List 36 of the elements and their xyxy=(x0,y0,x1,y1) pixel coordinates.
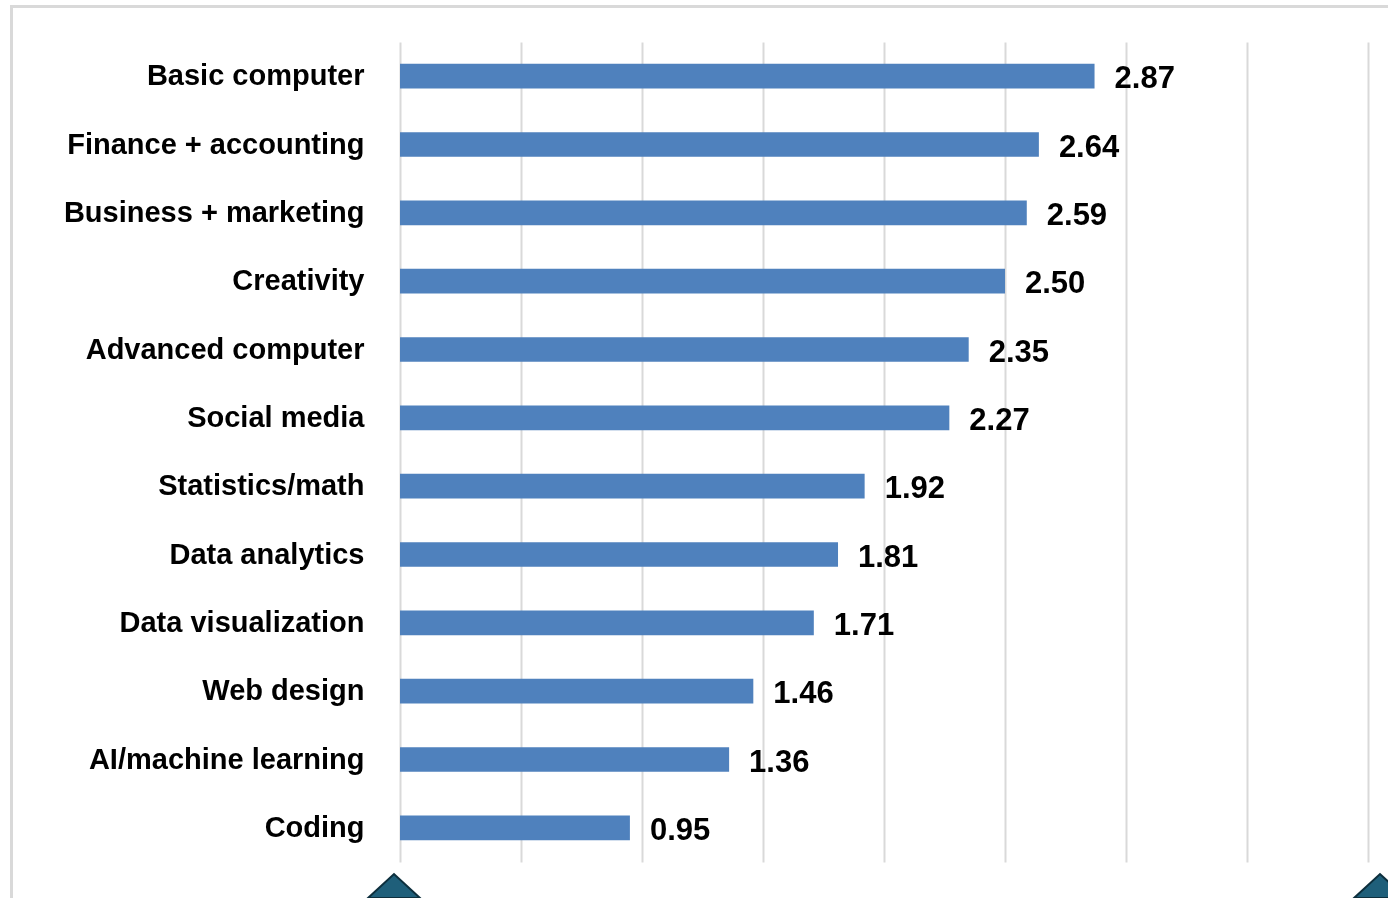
y-tick-label: Advanced computer xyxy=(85,332,365,365)
data-label: 2.59 xyxy=(1046,196,1108,232)
data-label: 1.46 xyxy=(773,675,834,711)
y-tick-label: Business + marketing xyxy=(63,195,365,228)
y-tick-label: Social media xyxy=(187,400,366,433)
y-tick-label: Finance + accounting xyxy=(67,127,365,160)
y-tick-label: Creativity xyxy=(232,264,365,297)
data-label: 1.36 xyxy=(749,743,810,779)
y-tick-label: AI/machine learning xyxy=(88,742,365,775)
data-label: 1.92 xyxy=(884,470,945,506)
bar xyxy=(400,542,839,567)
data-label: 1.81 xyxy=(858,538,919,574)
data-label: 1.71 xyxy=(833,606,895,642)
y-tick-label: Web design xyxy=(202,674,365,707)
bar xyxy=(400,200,1027,226)
data-label: 2.87 xyxy=(1114,60,1175,96)
bar xyxy=(400,747,730,772)
y-tick-label: Data analytics xyxy=(169,537,365,570)
bar xyxy=(400,268,1005,294)
bar xyxy=(400,610,814,636)
data-label: 0.95 xyxy=(649,811,711,847)
data-label: 2.35 xyxy=(988,333,1050,369)
data-label: 2.50 xyxy=(1025,265,1086,301)
y-tick-label: Statistics/math xyxy=(158,469,365,502)
y-tick-label: Coding xyxy=(264,810,365,843)
y-tick-label: Data visualization xyxy=(119,605,365,638)
bar xyxy=(400,815,630,841)
bar xyxy=(400,63,1095,89)
bar xyxy=(400,678,754,704)
bar xyxy=(400,405,950,431)
bar xyxy=(400,132,1039,157)
y-tick-label: Basic computer xyxy=(146,59,365,92)
bar xyxy=(400,473,865,499)
data-label: 2.27 xyxy=(969,401,1030,437)
bar xyxy=(400,337,969,362)
data-label: 2.64 xyxy=(1058,128,1120,164)
